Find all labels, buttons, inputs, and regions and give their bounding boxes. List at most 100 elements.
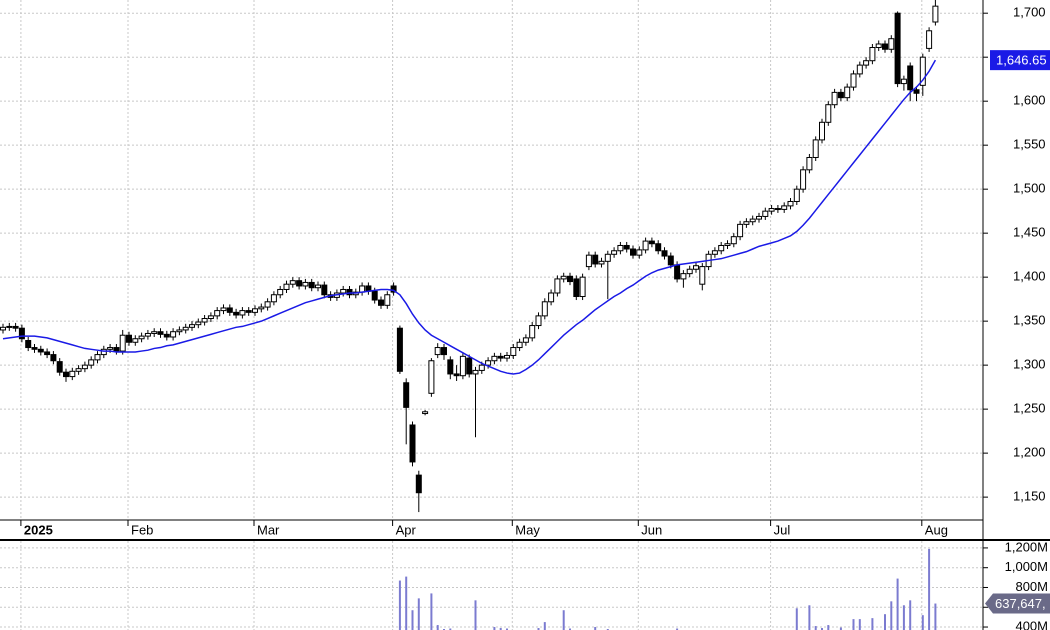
candle-body: [151, 331, 158, 334]
candle-body: [604, 253, 611, 262]
x-tick-label: Jul: [774, 522, 791, 537]
candle-body: [724, 243, 731, 246]
candle-body: [485, 360, 492, 366]
candle-body: [680, 273, 687, 280]
candle-body: [157, 331, 164, 335]
x-tick-label: May: [515, 522, 540, 537]
candle-body: [434, 347, 441, 356]
ma-value-box: [990, 50, 1050, 71]
x-tick-label: Aug: [925, 522, 948, 537]
price-panel: [0, 0, 939, 513]
candle-body: [428, 360, 435, 394]
candle-body: [63, 371, 69, 378]
candle-body: [264, 301, 271, 308]
y-tick-label: 1,150: [1013, 489, 1046, 504]
x-tick-label: Jun: [641, 522, 662, 537]
candle-body: [667, 255, 674, 266]
candle-body: [239, 310, 246, 316]
candle-body: [875, 43, 882, 49]
candle-body: [144, 332, 151, 337]
x-tick-label: 2025: [24, 522, 53, 537]
y-tick-label: 1,400: [1013, 269, 1046, 284]
candle-body: [478, 364, 485, 371]
candle-body: [422, 411, 429, 415]
candle-body: [648, 240, 655, 245]
candle-body: [415, 474, 422, 494]
candle-body: [535, 315, 542, 327]
candle-body: [18, 327, 25, 340]
x-tick-label: Feb: [131, 522, 153, 537]
candle-body: [737, 223, 744, 238]
moving-average-line: [2, 59, 937, 375]
candle-body: [390, 285, 397, 293]
candle-body: [919, 56, 926, 86]
candle-body: [541, 301, 548, 317]
candle-body: [932, 5, 939, 23]
candle-body: [800, 169, 807, 190]
y-tick-label: 1,500: [1013, 181, 1046, 196]
candle-body: [289, 280, 296, 285]
y-tick-label: 1,350: [1013, 313, 1046, 328]
candle-body: [384, 294, 391, 306]
candle-body: [497, 355, 504, 359]
candle-body: [630, 248, 636, 256]
candle-body: [686, 268, 693, 275]
candle-body: [138, 335, 145, 340]
candle-body: [756, 215, 762, 220]
candle-body: [825, 104, 832, 123]
candle-body: [409, 424, 416, 463]
candle-body: [226, 307, 233, 313]
candle-body: [548, 292, 555, 303]
y-tick-label: 1,450: [1013, 225, 1046, 240]
candle-body: [126, 334, 132, 343]
candle-body: [396, 327, 403, 372]
candle-body: [793, 188, 800, 202]
candle-body: [661, 250, 668, 257]
labels: 1,150 1,200 1,250 1,300 1,350 1,400 1,450 1,500…: [20, 5, 1050, 630]
candle-body: [302, 281, 309, 287]
candle-body: [321, 284, 328, 296]
candle-body: [340, 288, 347, 294]
candle-body: [459, 355, 466, 377]
candle-body: [94, 354, 101, 361]
candle-body: [207, 315, 214, 320]
candle-body: [611, 250, 618, 255]
candle-body: [44, 351, 51, 356]
candle-body: [132, 338, 139, 343]
candle-body: [466, 357, 473, 375]
candle-body: [636, 249, 643, 256]
candle-body: [869, 47, 876, 62]
volume-panel: [398, 548, 937, 630]
candle-body: [491, 355, 498, 362]
candle-body: [863, 60, 870, 66]
candle-body: [119, 334, 126, 352]
candle-body: [6, 325, 13, 328]
candle-body: [163, 333, 170, 338]
x-tick-label: Apr: [396, 522, 417, 537]
candle-body: [107, 347, 114, 350]
candle-body: [75, 368, 82, 372]
candle-body: [768, 208, 775, 212]
y-tick-label: 1,550: [1013, 137, 1046, 152]
candle-body: [819, 121, 825, 141]
candle-body: [50, 354, 57, 362]
candle-body: [252, 308, 258, 313]
candle-body: [623, 244, 630, 250]
candle-body: [913, 89, 920, 94]
candle-body: [926, 30, 933, 49]
candle-body: [346, 288, 353, 296]
volume-tick-label: 1,200M: [1005, 539, 1048, 554]
candle-body: [88, 359, 95, 366]
candle-body: [522, 337, 529, 343]
candle-body: [189, 324, 195, 328]
candle-body: [812, 139, 819, 158]
candle-body: [447, 359, 454, 375]
y-tick-label: 1,300: [1013, 357, 1046, 372]
candle-body: [283, 283, 290, 290]
candle-body: [749, 218, 756, 223]
candle-body: [567, 275, 573, 283]
candle-body: [831, 91, 838, 106]
candle-body: [81, 364, 88, 370]
candle-body: [516, 341, 523, 349]
grid: [0, 0, 983, 630]
